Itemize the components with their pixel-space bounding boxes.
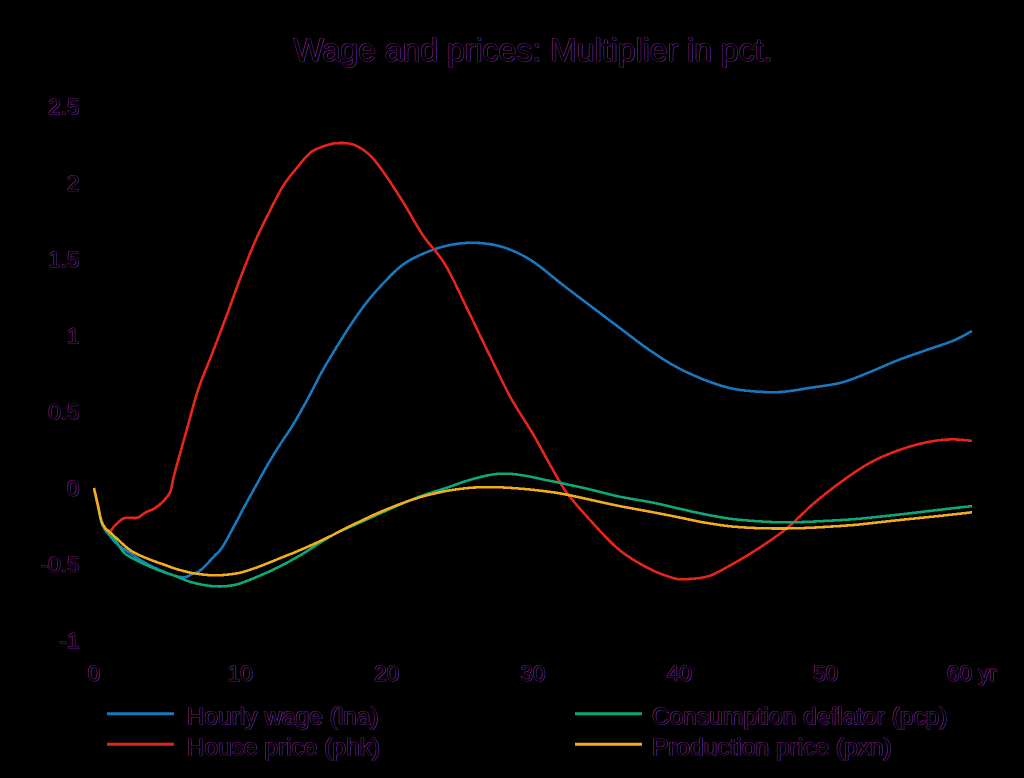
svg-text:0: 0: [88, 661, 101, 686]
svg-text:2: 2: [67, 171, 80, 196]
svg-text:Hourly wage (lna): Hourly wage (lna): [187, 704, 379, 731]
svg-text:50: 50: [814, 661, 839, 686]
svg-text:2.5: 2.5: [48, 95, 79, 120]
svg-text:Production price (pxn): Production price (pxn): [652, 734, 892, 761]
svg-text:Consumption deflator (pcp): Consumption deflator (pcp): [653, 704, 949, 731]
svg-text:-1: -1: [59, 628, 79, 653]
svg-text:-0.5: -0.5: [41, 553, 80, 578]
svg-text:0.5: 0.5: [48, 400, 79, 425]
svg-text:Hourly wage (lna): Hourly wage (lna): [187, 704, 379, 731]
svg-text:0.5: 0.5: [48, 400, 79, 425]
svg-text:0: 0: [68, 476, 81, 501]
svg-text:30: 30: [520, 661, 545, 686]
svg-text:2: 2: [66, 170, 79, 195]
svg-text:House price (phk): House price (phk): [187, 734, 380, 761]
svg-text:40: 40: [667, 661, 692, 686]
svg-text:0: 0: [88, 661, 101, 686]
svg-text:0: 0: [67, 476, 80, 501]
svg-text:1.5: 1.5: [48, 247, 79, 272]
svg-text:Consumption deflator (pcp): Consumption deflator (pcp): [651, 703, 947, 730]
svg-text:-0.5: -0.5: [41, 552, 80, 577]
svg-text:-1: -1: [60, 629, 80, 654]
svg-text:-1: -1: [59, 629, 79, 654]
svg-text:2: 2: [67, 171, 80, 196]
svg-text:30: 30: [520, 661, 545, 686]
svg-text:1: 1: [67, 323, 80, 348]
svg-text:Production price (pxn): Production price (pxn): [653, 735, 893, 762]
svg-text:60 yr: 60 yr: [947, 661, 998, 686]
svg-text:Production price (pxn): Production price (pxn): [652, 734, 892, 761]
svg-text:Wage and prices: Multiplier in: Wage and prices: Multiplier in pct.: [293, 32, 772, 68]
svg-text:2.5: 2.5: [49, 95, 80, 120]
svg-text:House price (phk): House price (phk): [186, 734, 379, 761]
svg-text:-0.5: -0.5: [40, 552, 79, 577]
svg-text:1: 1: [68, 324, 81, 349]
svg-text:Consumption deflator (pcp): Consumption deflator (pcp): [652, 704, 948, 731]
svg-text:Wage and prices: Multiplier in: Wage and prices: Multiplier in pct.: [294, 32, 773, 68]
svg-text:10: 10: [228, 661, 253, 686]
svg-text:30: 30: [520, 661, 545, 686]
svg-text:Wage and prices: Multiplier in: Wage and prices: Multiplier in pct.: [293, 32, 772, 68]
svg-text:2: 2: [68, 171, 81, 196]
svg-text:2.5: 2.5: [48, 95, 79, 120]
svg-text:0: 0: [88, 661, 101, 686]
svg-text:0: 0: [67, 476, 80, 501]
svg-text:60 yr: 60 yr: [946, 661, 997, 686]
svg-text:50: 50: [812, 661, 837, 686]
svg-text:Consumption deflator (pcp): Consumption deflator (pcp): [652, 704, 948, 731]
svg-text:Wage and prices: Multiplier in: Wage and prices: Multiplier in pct.: [293, 32, 772, 68]
svg-text:Production price (pxn): Production price (pxn): [651, 734, 891, 761]
svg-text:30: 30: [521, 661, 546, 686]
svg-text:20: 20: [374, 661, 399, 686]
svg-text:10: 10: [228, 661, 253, 686]
svg-text:1: 1: [66, 323, 79, 348]
svg-text:0: 0: [87, 661, 100, 686]
svg-text:House price (phk): House price (phk): [187, 735, 380, 762]
svg-text:1.5: 1.5: [48, 247, 79, 272]
svg-text:40: 40: [667, 661, 692, 686]
svg-text:Hourly wage (lna): Hourly wage (lna): [187, 704, 379, 731]
svg-text:-0.5: -0.5: [41, 552, 80, 577]
svg-text:Hourly wage (lna): Hourly wage (lna): [186, 703, 378, 730]
svg-text:60 yr: 60 yr: [948, 661, 999, 686]
svg-text:0: 0: [66, 476, 79, 501]
svg-text:50: 50: [813, 661, 838, 686]
svg-text:40: 40: [666, 661, 691, 686]
svg-text:20: 20: [374, 661, 399, 686]
svg-text:10: 10: [227, 661, 252, 686]
svg-text:1.5: 1.5: [49, 248, 80, 273]
svg-text:1: 1: [67, 323, 80, 348]
svg-text:20: 20: [373, 661, 398, 686]
svg-text:1.5: 1.5: [48, 247, 79, 272]
svg-text:10: 10: [228, 661, 253, 686]
svg-text:2.5: 2.5: [48, 94, 79, 119]
svg-text:20: 20: [375, 661, 400, 686]
svg-text:-1: -1: [59, 629, 79, 654]
svg-text:0.5: 0.5: [49, 400, 80, 425]
svg-text:60 yr: 60 yr: [947, 661, 998, 686]
svg-text:50: 50: [813, 661, 838, 686]
svg-text:0.5: 0.5: [48, 399, 79, 424]
svg-text:40: 40: [667, 661, 692, 686]
svg-text:House price (phk): House price (phk): [187, 734, 380, 761]
